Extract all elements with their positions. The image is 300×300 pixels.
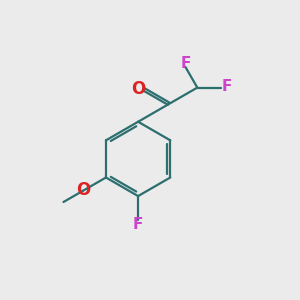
Text: O: O bbox=[131, 80, 145, 98]
Text: O: O bbox=[76, 181, 90, 199]
Text: F: F bbox=[221, 80, 232, 94]
Text: F: F bbox=[133, 217, 143, 232]
Text: F: F bbox=[180, 56, 190, 71]
